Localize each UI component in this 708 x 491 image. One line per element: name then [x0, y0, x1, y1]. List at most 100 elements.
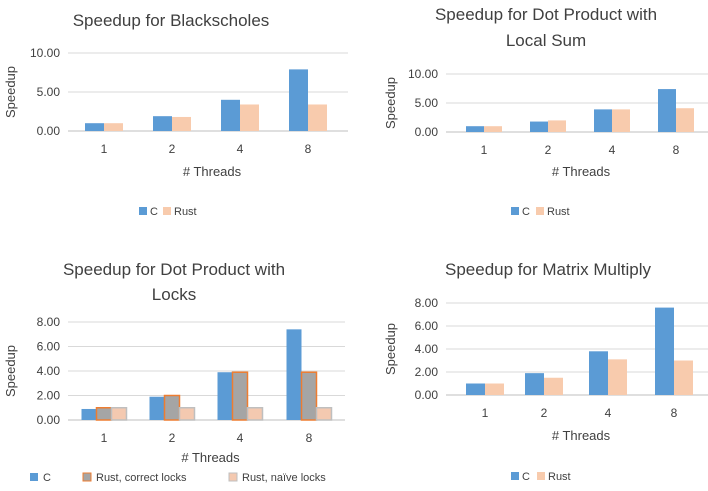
bar-rust-8: [676, 108, 694, 132]
x-tick-label: 2: [169, 431, 176, 445]
legend-label: Rust, correct locks: [96, 472, 187, 484]
bar-rust-2: [548, 120, 566, 132]
x-tick-label: 2: [169, 142, 176, 156]
bar-c-8: [289, 69, 308, 131]
legend-swatch: [82, 472, 92, 482]
y-tick-label: 0.00: [415, 125, 439, 139]
bar-c-8: [286, 329, 302, 420]
bar-rust-1: [484, 126, 502, 132]
x-tick-label: 8: [673, 143, 680, 157]
y-axis-title: Speedup: [383, 77, 398, 129]
chart-panel-4: Speedup for Matrix Multiply 0.00 2.00 4.00 6…: [383, 260, 708, 483]
legend: C Rust: [511, 471, 571, 483]
bar-rust-8: [308, 104, 327, 131]
legend: C Rust: [139, 206, 197, 218]
legend-label: C: [522, 471, 530, 483]
x-axis-title: # Threads: [552, 428, 611, 443]
legend-swatch: [139, 207, 147, 215]
bar-rust-2: [172, 116, 191, 131]
bar-rust-na-ve-locks-2: [178, 407, 196, 421]
legend-swatch: [511, 472, 519, 480]
bar-c-2: [153, 116, 172, 131]
bar-rust-2: [544, 377, 563, 395]
bar-c-2: [530, 121, 548, 132]
legend: C Rust, correct locks Rust, naïve locks: [30, 472, 326, 484]
y-tick-label: 8.00: [37, 315, 61, 329]
y-tick-label: 5.00: [37, 85, 61, 99]
y-tick-label: 6.00: [37, 340, 61, 354]
x-axis-title: # Threads: [552, 164, 611, 179]
bar-c-1: [466, 126, 484, 132]
bar-rust-4: [240, 104, 259, 131]
y-tick-label: 4.00: [415, 342, 439, 356]
legend-swatch: [511, 207, 519, 215]
y-tick-label: 10.00: [30, 46, 60, 60]
legend-swatch: [30, 473, 38, 481]
y-tick-label: 2.00: [37, 389, 61, 403]
legend-swatch: [537, 472, 545, 480]
bar-rust-1: [104, 123, 123, 131]
y-tick-label: 8.00: [415, 296, 439, 310]
x-tick-label: 4: [609, 143, 616, 157]
x-axis-title: # Threads: [181, 450, 240, 465]
chart-title-line: Speedup for Dot Product with: [435, 5, 657, 24]
x-tick-label: 1: [101, 142, 108, 156]
bar-c-8: [655, 307, 674, 395]
bar-rust-correct-locks-1: [95, 407, 113, 421]
bar-rust-1: [485, 383, 504, 395]
bar-rust-4: [612, 109, 630, 132]
x-axis-title: # Threads: [183, 164, 242, 179]
x-tick-label: 1: [481, 143, 488, 157]
x-tick-label: 8: [305, 142, 312, 156]
bar-c-1: [466, 383, 485, 395]
bar-c-4: [221, 99, 240, 131]
legend-label: C: [150, 206, 158, 218]
x-tick-label: 4: [237, 142, 244, 156]
x-tick-label: 4: [605, 406, 612, 420]
bar-rust-correct-locks-4: [231, 371, 249, 421]
chart-title-line: Locks: [152, 285, 196, 304]
x-tick-label: 2: [541, 406, 548, 420]
legend-label: Rust, naïve locks: [242, 472, 326, 484]
legend-swatch: [536, 207, 544, 215]
chart-title-line: Speedup for Dot Product with: [63, 260, 285, 279]
x-tick-label: 4: [237, 431, 244, 445]
y-tick-label: 0.00: [415, 388, 439, 402]
bar-rust-8: [674, 360, 693, 395]
legend-swatch: [228, 472, 238, 482]
y-tick-label: 2.00: [415, 365, 439, 379]
chart-title-line: Local Sum: [506, 31, 586, 50]
bar-c-1: [85, 123, 104, 131]
bar-rust-4: [608, 359, 627, 395]
bar-c-8: [658, 89, 676, 132]
chart-title-line: Speedup for Blackscholes: [73, 11, 270, 30]
legend-label: Rust: [548, 471, 571, 483]
bar-rust-na-ve-locks-8: [315, 407, 333, 421]
chart-panel-1: Speedup for Blackscholes 0.00 5.00 10.00 1 2 4…: [3, 11, 348, 218]
legend-label: Rust: [174, 206, 197, 218]
x-tick-label: 1: [101, 431, 108, 445]
y-tick-label: 0.00: [37, 413, 61, 427]
bar-c-4: [589, 351, 608, 395]
x-tick-label: 8: [306, 431, 313, 445]
y-axis-title: Speedup: [383, 323, 398, 375]
legend-swatch: [163, 207, 171, 215]
y-axis-title: Speedup: [3, 66, 18, 118]
chart-title-line: Speedup for Matrix Multiply: [445, 260, 651, 279]
bar-c-2: [149, 396, 165, 420]
chart-panel-2: Speedup for Dot Product with Local Sum 0.0…: [383, 5, 708, 218]
bar-rust-na-ve-locks-1: [110, 407, 128, 421]
bar-c-4: [594, 109, 612, 132]
bar-c-4: [217, 372, 233, 420]
x-tick-label: 1: [482, 406, 489, 420]
bar-rust-correct-locks-8: [300, 371, 318, 421]
y-tick-label: 5.00: [415, 96, 439, 110]
legend-label: C: [43, 472, 51, 484]
bar-rust-correct-locks-2: [163, 394, 181, 421]
y-tick-label: 6.00: [415, 319, 439, 333]
y-axis-title: Speedup: [3, 345, 18, 397]
y-tick-label: 4.00: [37, 364, 61, 378]
x-tick-label: 2: [545, 143, 552, 157]
y-tick-label: 0.00: [37, 124, 61, 138]
chart-panel-3: Speedup for Dot Product with Locks 0.00 2.0…: [3, 260, 345, 484]
